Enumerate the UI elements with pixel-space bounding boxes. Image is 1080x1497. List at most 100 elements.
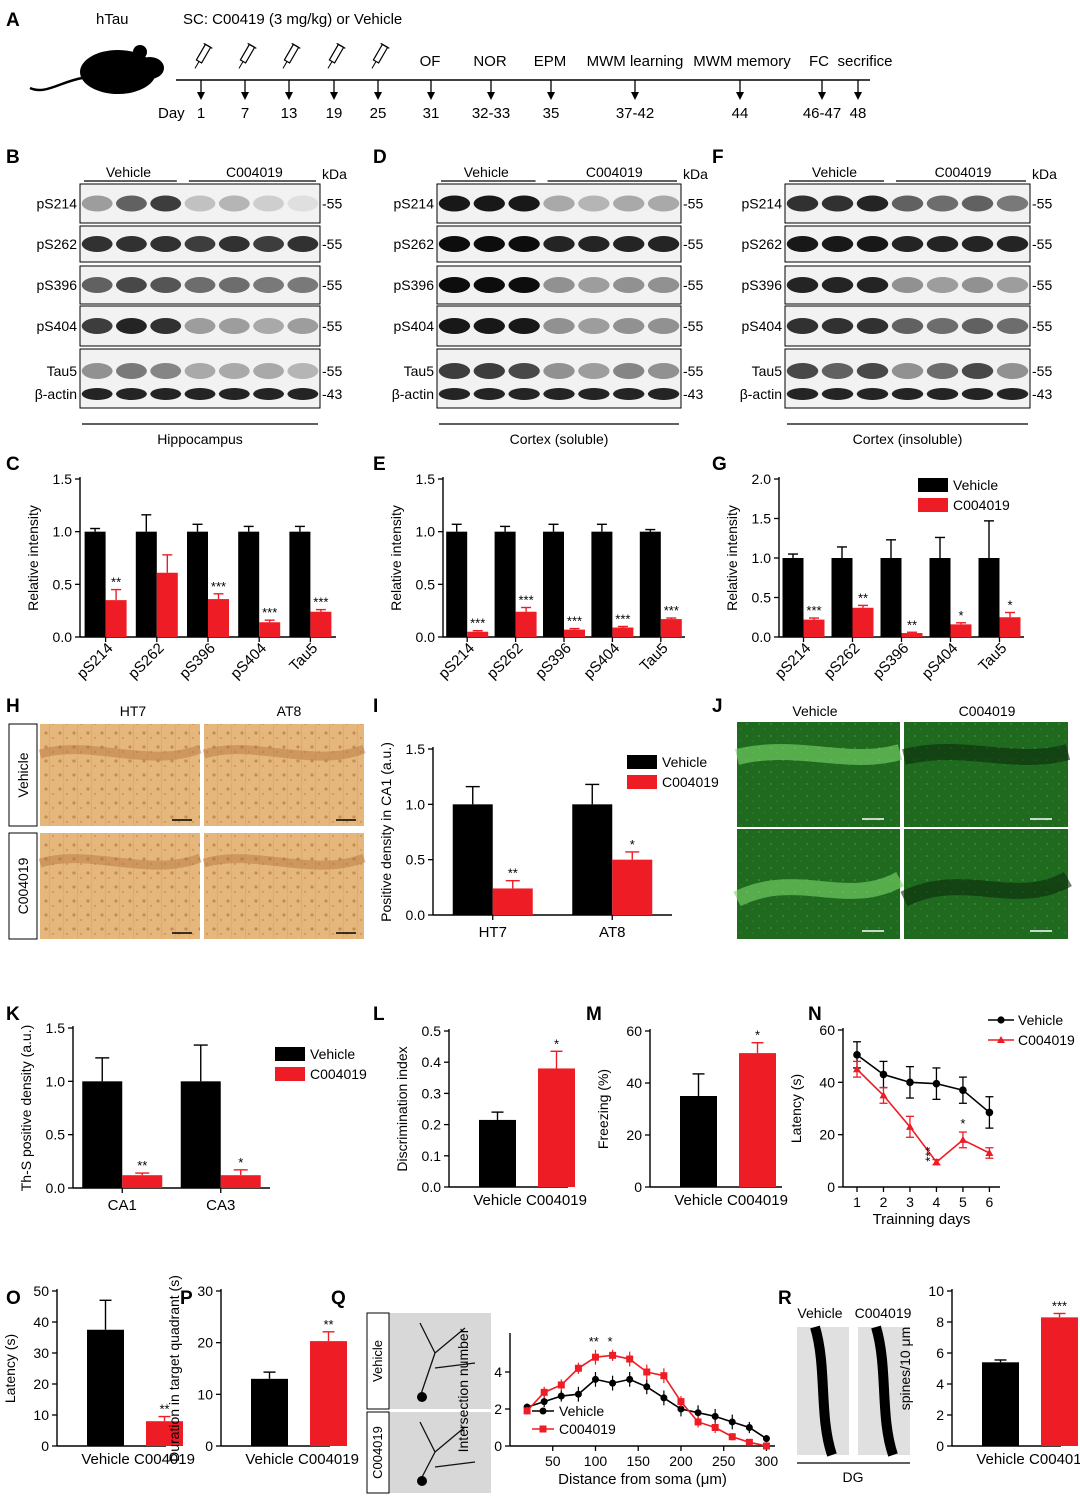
x-tick-label-100: 100 xyxy=(584,1453,608,1469)
blot-band xyxy=(473,363,505,379)
blot-band xyxy=(613,318,645,334)
sig-marker: * xyxy=(958,608,963,623)
y-tick-label: 8 xyxy=(936,1314,944,1330)
band-label-2: pS396 xyxy=(742,277,783,293)
legend-swatch xyxy=(275,1047,305,1061)
blot-band xyxy=(543,318,575,334)
test-label-FC: FC xyxy=(809,53,829,70)
x-tick-label-AT8: AT8 xyxy=(599,924,625,941)
syringe-barrel xyxy=(239,43,256,64)
band-label-3: pS404 xyxy=(394,318,435,334)
ihc-micrograph xyxy=(204,724,364,826)
row-label-box xyxy=(366,1312,390,1410)
syringe-icon xyxy=(327,42,346,69)
bar-Tau5-Vehicle xyxy=(639,531,661,637)
y-axis-label: Relative intensity xyxy=(724,505,740,611)
arrow-icon xyxy=(427,92,435,100)
bar-C004019 xyxy=(739,1053,776,1187)
bar-pS262-C004019 xyxy=(852,607,874,637)
x-tick-label-Vehicle: Vehicle xyxy=(81,1451,129,1468)
y-axis-label: Relative intensity xyxy=(388,505,404,611)
bar-pS262-Vehicle xyxy=(494,531,516,637)
band-label-3: pS404 xyxy=(742,318,783,334)
blot-band xyxy=(287,236,319,252)
bar-pS214-C004019 xyxy=(467,631,489,637)
data-point xyxy=(879,1091,888,1099)
blot-band xyxy=(891,363,924,379)
data-point xyxy=(762,1442,770,1450)
data-point xyxy=(958,1135,967,1143)
blot-band xyxy=(647,318,680,334)
y-tick-label: 1.5 xyxy=(416,471,436,487)
blot-band xyxy=(786,363,819,379)
blot-band xyxy=(150,277,182,293)
data-point xyxy=(711,1412,719,1420)
syringe-plunger xyxy=(336,42,346,49)
blot-band xyxy=(996,363,1029,379)
neuron-soma xyxy=(417,1476,427,1486)
x-axis-label: Trainning days xyxy=(873,1211,971,1228)
y-tick-label: 0 xyxy=(936,1438,944,1454)
bar-pS404-C004019 xyxy=(950,624,972,637)
arrow-icon xyxy=(330,92,338,100)
blot-band xyxy=(996,318,1029,334)
x-tick-label-pS404: pS404 xyxy=(227,640,270,683)
y-tick-label: 0.1 xyxy=(422,1148,442,1164)
sig-marker: ** xyxy=(508,866,518,881)
blot-group-treated: C004019 xyxy=(586,164,643,180)
x-tick-label-C004019: C004019 xyxy=(298,1451,359,1468)
data-point xyxy=(591,1375,599,1383)
mw-label-3: -55 xyxy=(322,318,342,334)
blot-band xyxy=(116,195,147,212)
bar-CA1-Vehicle xyxy=(82,1081,123,1188)
data-point xyxy=(853,1065,861,1073)
bar-pS214-Vehicle xyxy=(446,531,468,637)
x-tick-label-C004019: C004019 xyxy=(134,1451,195,1468)
x-tick-label-CA1: CA1 xyxy=(108,1197,137,1214)
x-tick-label-pS262: pS262 xyxy=(125,640,168,683)
chart-R: 0 2 4 6 8 10 spines/10 μm Vehicle *** C004019 xyxy=(897,1283,1080,1468)
data-point xyxy=(609,1351,617,1359)
blot-band xyxy=(543,388,575,400)
syringe-icon xyxy=(371,42,390,69)
mw-label-3: -55 xyxy=(683,318,703,334)
blot-band xyxy=(253,388,284,400)
legend-swatch xyxy=(275,1067,305,1081)
blot-band xyxy=(218,363,250,379)
sig-marker: *** xyxy=(262,605,277,620)
y-tick-label: 0.5 xyxy=(422,1023,442,1039)
blot-band xyxy=(996,277,1029,293)
blot-band xyxy=(613,363,645,379)
y-tick-label: 40 xyxy=(33,1314,49,1330)
bar-C004019 xyxy=(310,1341,347,1446)
syringe-barrel xyxy=(195,43,212,64)
J-col-treated: C004019 xyxy=(959,703,1016,719)
data-point xyxy=(932,1079,941,1088)
blot-band xyxy=(786,318,819,334)
legend-label-0: Vehicle xyxy=(559,1403,604,1419)
band-label-0: pS214 xyxy=(742,196,783,212)
test-label-OF: OF xyxy=(420,53,441,70)
y-tick-label: 0.0 xyxy=(416,629,436,645)
blot-band xyxy=(891,318,924,334)
bar-pS214-Vehicle xyxy=(84,531,106,637)
legend-label-1: C004019 xyxy=(953,497,1010,513)
blot-band xyxy=(996,388,1029,400)
sig-marker: *** xyxy=(313,595,328,610)
data-point xyxy=(762,1435,770,1443)
blot-band xyxy=(287,277,319,293)
mw-label-5: -43 xyxy=(1032,386,1052,402)
dendrite-segment xyxy=(810,1325,837,1457)
bar-Vehicle xyxy=(87,1329,124,1446)
legend-marker xyxy=(997,1016,1005,1024)
blot-band xyxy=(218,236,250,252)
y-axis-label: Relative intensity xyxy=(25,505,41,611)
mw-label-1: -55 xyxy=(322,236,342,252)
sig-marker: ** xyxy=(137,1158,147,1173)
legend-label-1: C004019 xyxy=(662,774,719,790)
test-label-MWM-learning: MWM learning xyxy=(587,53,684,70)
blot-band xyxy=(891,277,924,293)
panel-letter-G: G xyxy=(712,454,727,475)
bar-Tau5-C004019 xyxy=(660,619,682,637)
data-point xyxy=(905,1122,914,1130)
